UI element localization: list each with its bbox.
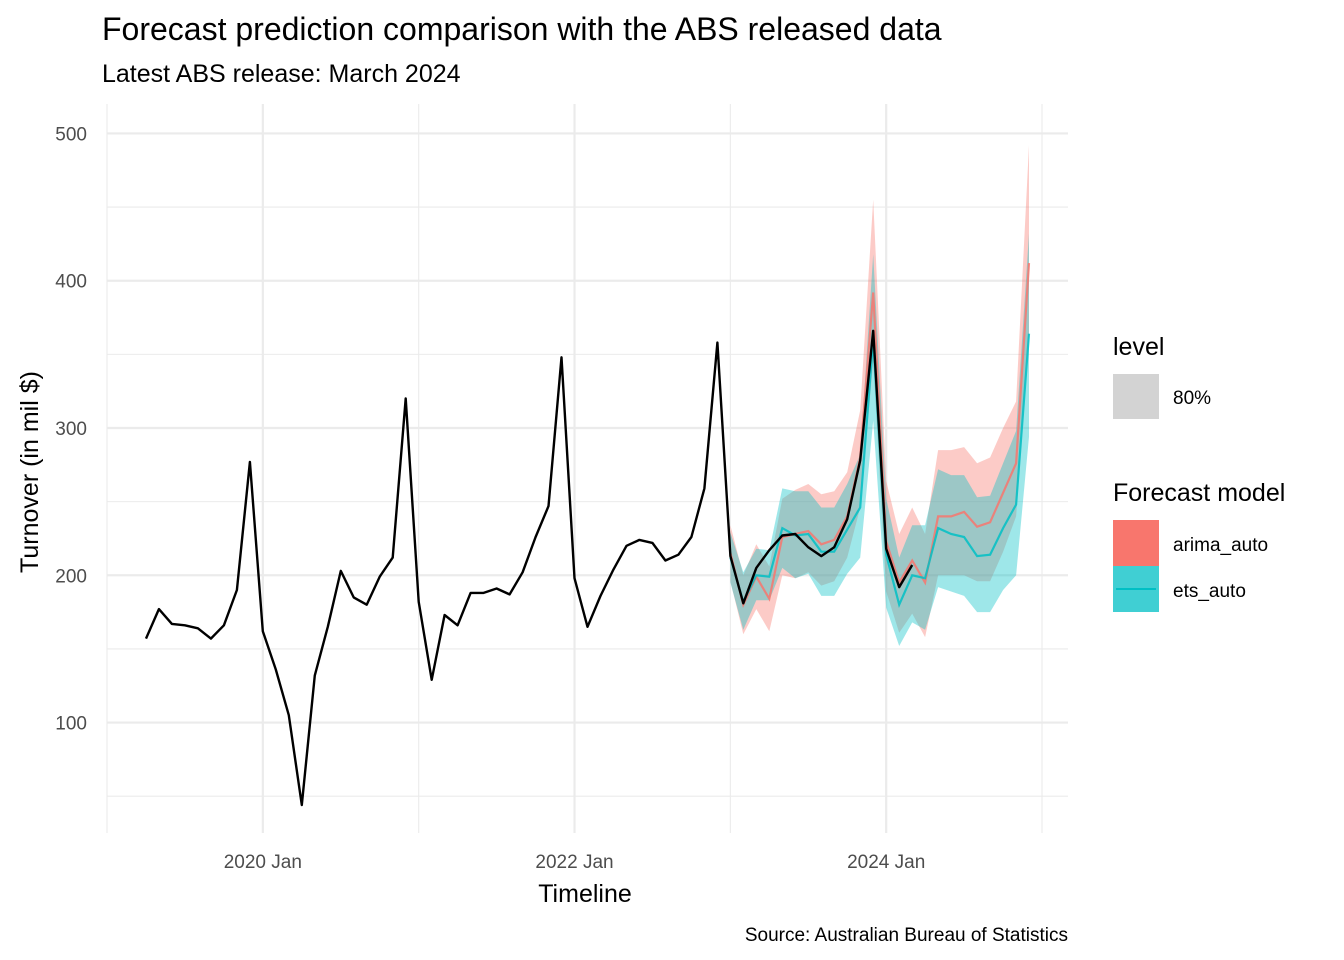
legend-arima-label: arima_auto xyxy=(1173,535,1268,556)
y-tick-label: 500 xyxy=(55,124,87,145)
y-axis-title: Turnover (in mil $) xyxy=(16,371,44,573)
chart-title: Forecast prediction comparison with the … xyxy=(102,11,942,47)
legend-key-arima xyxy=(1113,520,1159,566)
actual-turnover-line xyxy=(144,329,914,807)
legend-level-title: level xyxy=(1113,333,1164,361)
y-tick-label: 200 xyxy=(55,566,87,587)
legend-level-key xyxy=(1113,374,1159,419)
chart-caption: Source: Australian Bureau of Statistics xyxy=(745,925,1068,946)
x-tick-label: 2024 Jan xyxy=(847,852,925,873)
y-tick-label: 300 xyxy=(55,419,87,440)
legend-ets-label: ets_auto xyxy=(1173,581,1246,602)
grid-lines xyxy=(106,104,1068,833)
y-axis-tick-labels: 100 200 300 400 500 xyxy=(55,124,87,734)
legend-model-title: Forecast model xyxy=(1113,479,1285,507)
x-tick-label: 2022 Jan xyxy=(535,852,613,873)
x-axis-tick-labels: 2020 Jan 2022 Jan 2024 Jan xyxy=(224,852,926,873)
chart-subtitle: Latest ABS release: March 2024 xyxy=(102,60,461,88)
legend-key-ets xyxy=(1113,566,1159,612)
plot-area xyxy=(106,104,1068,833)
y-tick-label: 400 xyxy=(55,272,87,293)
arima_auto-line xyxy=(729,263,1031,608)
legend: level 80% Forecast model arima_auto ets_… xyxy=(1113,333,1285,612)
x-axis-title: Timeline xyxy=(538,880,632,908)
series-lines xyxy=(144,263,1031,807)
y-tick-label: 100 xyxy=(55,714,87,735)
x-tick-label: 2020 Jan xyxy=(224,852,302,873)
legend-level-label: 80% xyxy=(1173,388,1211,409)
